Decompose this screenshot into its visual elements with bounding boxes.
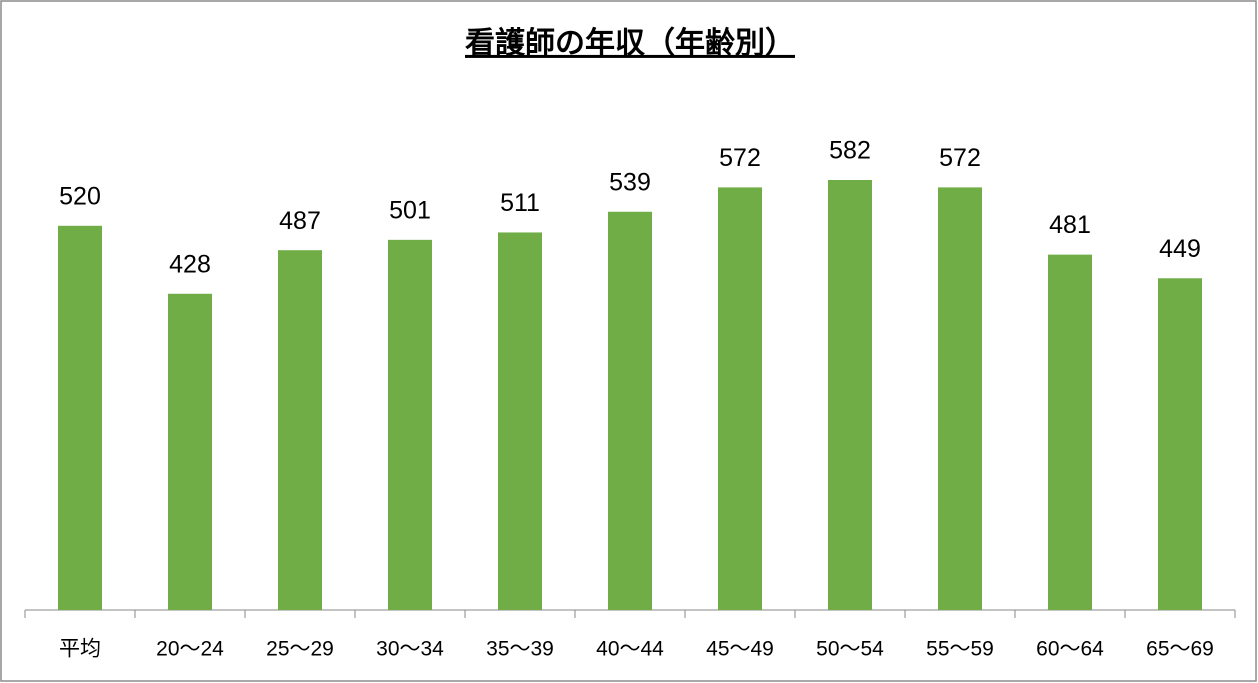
bar	[168, 293, 212, 610]
data-label: 481	[1049, 211, 1091, 239]
x-tick-label: 35〜39	[486, 638, 554, 661]
data-label: 428	[169, 250, 211, 278]
x-tick-label: 40〜44	[596, 638, 664, 661]
data-label: 487	[279, 207, 321, 235]
x-tick-label: 50〜54	[816, 638, 884, 661]
x-tick-label: 25〜29	[266, 638, 334, 661]
data-label: 501	[389, 196, 431, 224]
bar	[1048, 254, 1092, 610]
x-tick-label: 45〜49	[706, 638, 774, 661]
bar	[58, 225, 102, 610]
data-label: 582	[829, 137, 871, 165]
x-tick-label: 60〜64	[1036, 638, 1104, 661]
bar	[718, 187, 762, 611]
x-tick-label: 65〜69	[1146, 638, 1214, 661]
data-label: 511	[500, 189, 540, 217]
bar	[938, 187, 982, 611]
data-label: 572	[939, 144, 981, 172]
bar	[1158, 278, 1202, 610]
chart-title: 看護師の年収（年齢別）	[465, 26, 795, 60]
bar	[608, 211, 652, 610]
x-tick-label: 20〜24	[156, 638, 224, 661]
data-label: 539	[609, 168, 651, 196]
x-tick-label: 平均	[59, 638, 101, 661]
data-label: 572	[719, 144, 761, 172]
bar	[498, 232, 542, 611]
x-tick-label: 55〜59	[926, 638, 994, 661]
x-tick-label: 30〜34	[376, 638, 444, 661]
bar	[388, 239, 432, 610]
bar	[828, 180, 872, 610]
data-label: 520	[59, 182, 101, 210]
bar	[278, 250, 322, 610]
data-label: 449	[1159, 235, 1201, 263]
